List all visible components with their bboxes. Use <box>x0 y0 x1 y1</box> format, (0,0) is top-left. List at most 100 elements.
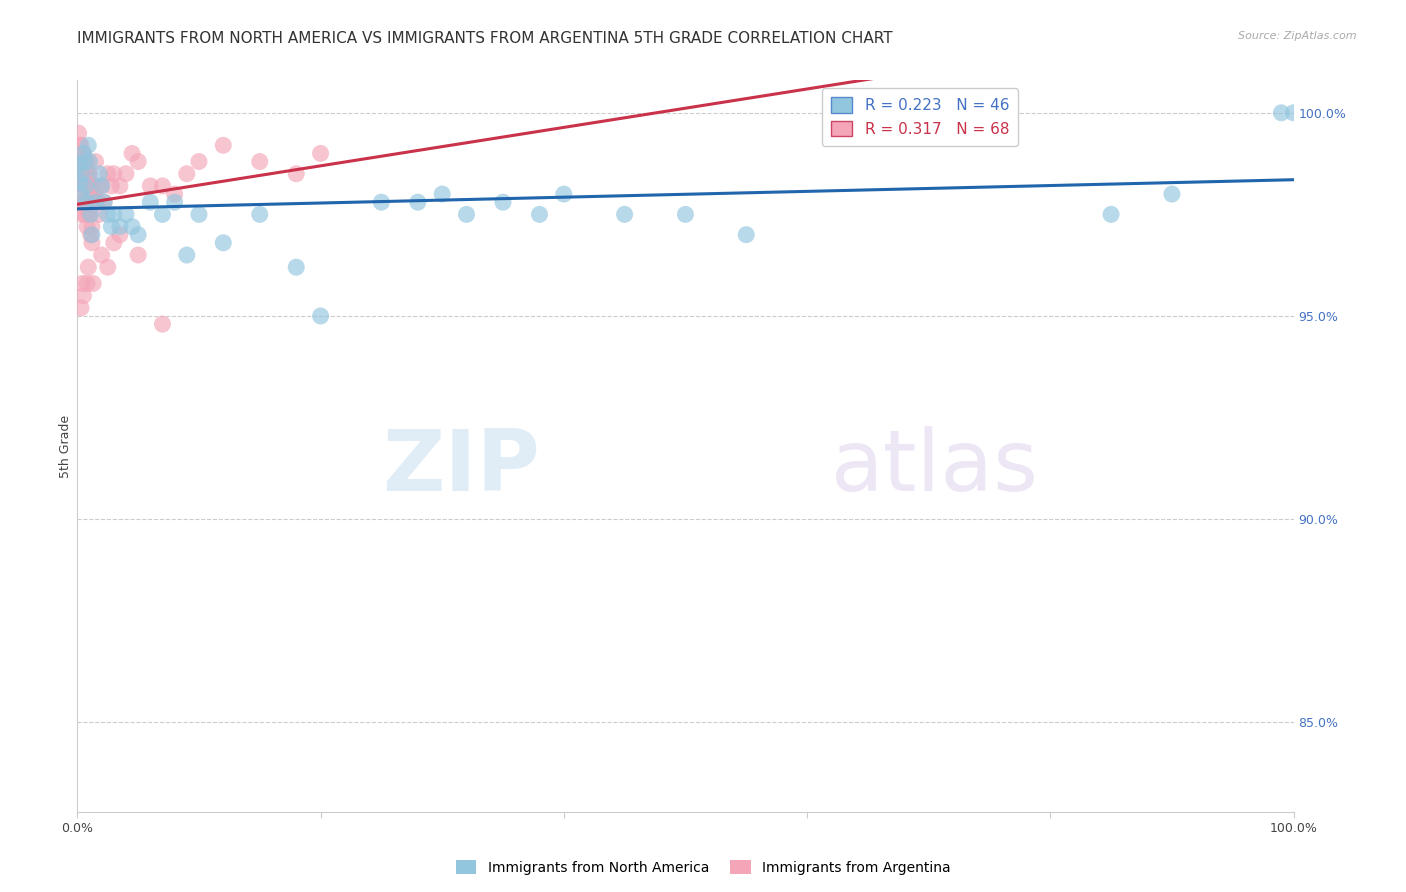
Point <box>1099 207 1122 221</box>
Point <box>77 260 100 275</box>
Point <box>1270 105 1292 120</box>
Point <box>97 167 120 181</box>
Point <box>90 178 112 193</box>
Text: IMMIGRANTS FROM NORTH AMERICA VS IMMIGRANTS FROM ARGENTINA 5TH GRADE CORRELATION: IMMIGRANTS FROM NORTH AMERICA VS IMMIGRA… <box>77 31 893 46</box>
Point <box>77 167 100 181</box>
Point <box>73 207 96 221</box>
Point <box>553 187 575 202</box>
Point <box>80 227 103 242</box>
Point <box>100 219 122 234</box>
Point <box>72 195 94 210</box>
Point <box>77 207 100 221</box>
Point <box>79 207 101 221</box>
Point <box>188 154 211 169</box>
Point <box>77 138 100 153</box>
Point <box>97 260 120 275</box>
Point <box>70 178 93 193</box>
Point <box>127 154 149 169</box>
Point <box>67 126 90 140</box>
Point <box>80 187 103 202</box>
Point <box>75 178 97 193</box>
Point <box>73 154 96 169</box>
Point <box>529 207 551 221</box>
Point <box>69 138 91 153</box>
Point <box>70 146 93 161</box>
Point <box>152 317 174 331</box>
Point <box>212 138 235 153</box>
Point <box>121 146 143 161</box>
Point <box>79 167 101 181</box>
Point <box>103 207 125 221</box>
Point <box>70 195 93 210</box>
Point <box>152 178 174 193</box>
Point <box>1282 105 1305 120</box>
Point <box>108 178 131 193</box>
Point <box>100 178 122 193</box>
Point <box>93 195 115 210</box>
Point <box>176 167 198 181</box>
Point <box>675 207 697 221</box>
Point <box>70 301 93 315</box>
Point <box>83 187 105 202</box>
Point <box>188 207 211 221</box>
Point <box>82 277 104 291</box>
Point <box>80 235 103 250</box>
Point <box>70 277 93 291</box>
Point <box>90 178 112 193</box>
Point <box>69 175 91 189</box>
Point <box>79 154 101 169</box>
Point <box>176 248 198 262</box>
Point <box>72 288 94 302</box>
Point <box>121 219 143 234</box>
Point <box>127 227 149 242</box>
Point <box>75 167 97 181</box>
Point <box>249 154 271 169</box>
Point <box>80 178 103 193</box>
Point <box>108 219 131 234</box>
Point <box>103 167 125 181</box>
Point <box>80 227 103 242</box>
Point <box>370 195 392 210</box>
Point <box>75 195 97 210</box>
Point <box>76 195 98 210</box>
Point <box>72 146 94 161</box>
Point <box>84 195 107 210</box>
Point <box>80 207 103 221</box>
Point <box>139 195 162 210</box>
Point <box>127 248 149 262</box>
Point <box>152 207 174 221</box>
Point <box>70 187 93 202</box>
Point <box>70 167 93 181</box>
Point <box>103 235 125 250</box>
Point <box>72 167 94 181</box>
Point <box>163 195 186 210</box>
Point <box>70 138 93 153</box>
Text: Source: ZipAtlas.com: Source: ZipAtlas.com <box>1239 31 1357 41</box>
Point <box>73 154 96 169</box>
Point <box>212 235 235 250</box>
Point <box>87 195 110 210</box>
Point <box>1161 187 1184 202</box>
Point <box>69 178 91 193</box>
Point <box>76 219 98 234</box>
Text: ZIP: ZIP <box>382 426 540 509</box>
Point <box>76 178 98 193</box>
Point <box>285 260 308 275</box>
Point <box>67 167 90 181</box>
Point <box>76 277 98 291</box>
Point <box>80 219 103 234</box>
Point <box>309 146 332 161</box>
Point <box>115 167 138 181</box>
Point <box>456 207 478 221</box>
Point <box>285 167 308 181</box>
Point <box>93 195 115 210</box>
Point <box>67 159 90 173</box>
Text: atlas: atlas <box>831 426 1039 509</box>
Point <box>90 248 112 262</box>
Point <box>70 167 93 181</box>
Point <box>115 207 138 221</box>
Point <box>163 187 186 202</box>
Point <box>86 178 108 193</box>
Point <box>89 167 111 181</box>
Point <box>97 207 120 221</box>
